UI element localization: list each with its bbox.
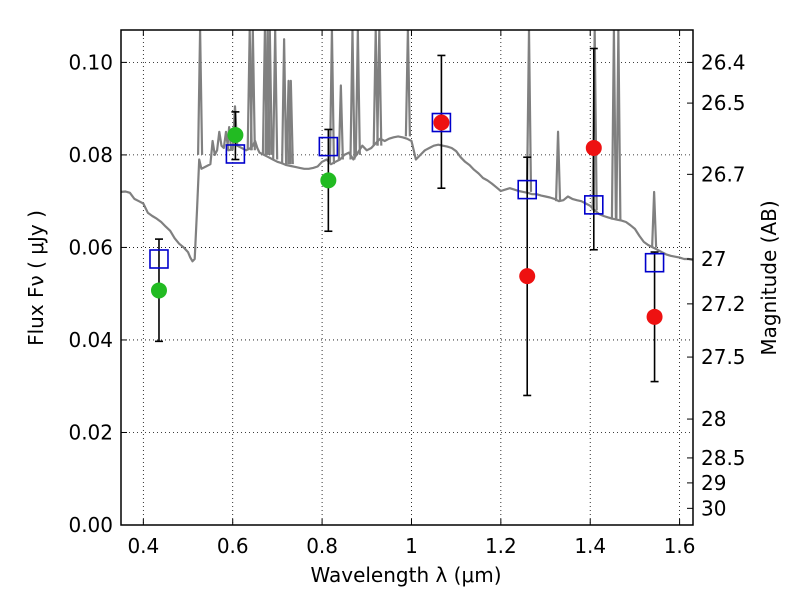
- mag-tick-label: 29: [701, 471, 726, 495]
- model-photometry-square: [517, 179, 538, 200]
- observed-point: [320, 172, 337, 189]
- x-tick-label: 0.6: [217, 534, 249, 558]
- mag-tick-label: 26.4: [701, 50, 746, 74]
- observed-point: [150, 282, 167, 299]
- emission-line: [249, 30, 256, 151]
- y-tick-label: 0.02: [68, 420, 113, 444]
- mag-tick-label: 28.5: [701, 446, 746, 470]
- x-tick-label: 1.6: [664, 534, 696, 558]
- model-photometry-square: [318, 136, 339, 157]
- model-photometry-square: [583, 195, 604, 215]
- emission-line: [328, 30, 336, 165]
- observed-point: [227, 127, 244, 144]
- emission-line: [554, 130, 562, 202]
- emission-line: [525, 30, 533, 192]
- emission-line: [272, 30, 279, 160]
- ticks: 0.4 0.6 0.8 1 1.2 1.4 1.6 0.00 0.02 0.04 0.06 0.08 0…: [68, 30, 746, 558]
- emission-line: [266, 30, 273, 155]
- mag-tick-label: 27.5: [701, 345, 746, 369]
- mag-tick-label: 26.5: [701, 91, 746, 115]
- mag-tick-label: 26.7: [701, 162, 746, 186]
- x-tick-label: 0.4: [127, 534, 159, 558]
- model-photometry-square: [644, 252, 665, 273]
- emission-line: [354, 30, 361, 155]
- emission-line: [196, 30, 204, 155]
- y-axis-label-right: Magnitude (AB): [757, 200, 781, 355]
- x-tick-label: 1: [405, 534, 418, 558]
- mag-tick-label: 28: [701, 407, 726, 431]
- mag-tick-label: 27.2: [701, 292, 746, 316]
- data-layer: [121, 30, 693, 397]
- x-tick-label: 0.8: [306, 534, 338, 558]
- y-tick-label: 0.10: [68, 50, 113, 74]
- sed-model-line: [121, 105, 693, 263]
- y-tick-label: 0.04: [68, 328, 113, 352]
- x-axis-label: Wavelength λ (μm): [310, 563, 501, 587]
- observed-point: [646, 308, 663, 325]
- mag-tick-label: 27: [701, 247, 726, 271]
- y-tick-label: 0.00: [68, 513, 113, 537]
- emission-line: [651, 190, 658, 248]
- model-photometry-square: [149, 249, 169, 269]
- emission-line: [404, 30, 411, 137]
- y-tick-label: 0.08: [68, 143, 113, 167]
- emission-line: [615, 30, 622, 220]
- emission-line: [610, 30, 618, 220]
- x-tick-label: 1.4: [574, 534, 606, 558]
- x-tick-label: 1.2: [485, 534, 517, 558]
- emission-line: [281, 38, 288, 165]
- mag-tick-label: 30: [701, 496, 726, 520]
- observed-point: [433, 114, 450, 131]
- y-tick-label: 0.06: [68, 235, 113, 259]
- model-photometry-square: [431, 112, 452, 133]
- plot-frame: [120, 29, 694, 526]
- observed-point: [519, 268, 536, 285]
- observed-point: [585, 139, 602, 156]
- model-photometry-square: [225, 144, 246, 164]
- emission-line: [376, 30, 383, 146]
- emission-line: [287, 79, 294, 165]
- emission-line: [349, 30, 356, 160]
- emission-line: [337, 84, 344, 160]
- y-axis-label: Flux Fν ( μJy ): [24, 210, 48, 346]
